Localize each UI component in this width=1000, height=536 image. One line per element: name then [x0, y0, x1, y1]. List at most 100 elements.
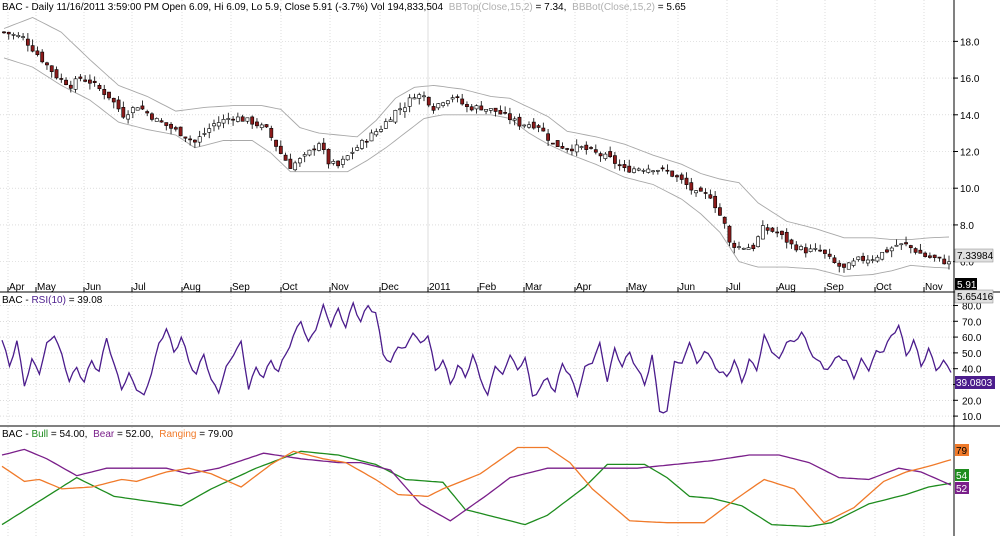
candle-body — [54, 69, 59, 79]
candle-body — [197, 136, 202, 143]
candle-body — [646, 168, 651, 173]
candle-body — [173, 127, 178, 130]
candle-body — [942, 258, 947, 265]
candle-body — [83, 79, 88, 82]
bear-badge-text: 52 — [956, 484, 968, 495]
candle-body — [78, 76, 83, 79]
candle-body — [751, 244, 756, 249]
candle-body — [627, 165, 632, 173]
candle-body — [655, 170, 660, 172]
candle-body — [885, 249, 889, 253]
candle-body — [565, 148, 570, 150]
x-tick-label: Jul — [133, 282, 146, 293]
candle-body — [904, 242, 908, 245]
candle-body — [374, 131, 379, 136]
price-y-tick-label: 12.0 — [960, 148, 980, 159]
candle-body — [436, 103, 441, 109]
candle-body — [412, 97, 417, 100]
candle-body — [45, 62, 49, 66]
candle-body — [92, 80, 97, 83]
bull-value: = 54.00, — [51, 429, 87, 440]
x-tick-label: Jun — [85, 282, 101, 293]
regime-header-prefix: BAC - — [2, 429, 31, 440]
candle-body — [293, 162, 298, 171]
x-tick-label: Sep — [826, 282, 844, 293]
candle-body — [923, 252, 928, 257]
x-tick-label: Oct — [876, 282, 892, 293]
candle-body — [741, 247, 746, 250]
close-badge-text: 5.91 — [957, 280, 977, 291]
x-tick-label: Jul — [728, 282, 741, 293]
candle-body — [140, 105, 145, 110]
candle-body — [484, 109, 488, 112]
candle-body — [321, 142, 326, 151]
rsi-y-tick-label: 70.0 — [962, 317, 982, 328]
rsi-line — [1, 300, 952, 414]
candle-body — [2, 31, 6, 34]
candle-body — [865, 259, 870, 264]
x-tick-label: Feb — [479, 282, 497, 293]
candle-body — [861, 255, 865, 261]
candle-body — [479, 105, 484, 111]
x-tick-label: May — [37, 282, 56, 293]
candle-body — [527, 124, 531, 128]
candle-body — [278, 145, 283, 154]
candle-body — [803, 247, 808, 254]
candle-body — [823, 249, 827, 254]
candle-body — [102, 89, 107, 95]
candle-body — [498, 110, 503, 115]
candle-body — [398, 108, 403, 111]
candle-body — [388, 119, 393, 122]
candle-body — [746, 247, 751, 250]
rsi-y-tick-label: 60.0 — [962, 333, 982, 344]
candle-body — [908, 245, 913, 249]
x-tick-label: Aug — [183, 282, 201, 293]
candle-body — [928, 255, 932, 258]
price-panel-header: BAC - Daily 11/16/2011 3:59:00 PM Open 6… — [2, 2, 686, 13]
candle-body — [718, 207, 722, 216]
candle-body — [947, 261, 951, 265]
candle-body — [694, 190, 698, 194]
candle-body — [636, 168, 641, 171]
regime-panel-header: BAC - Bull = 54.00, Bear = 52.00, Rangin… — [2, 429, 233, 440]
candle-body — [417, 94, 422, 99]
bear-value: = 52.00, — [117, 429, 153, 440]
candle-body — [813, 248, 818, 250]
candle-body — [727, 225, 732, 243]
candle-body — [846, 262, 851, 270]
bull-badge: 54 — [955, 469, 969, 482]
candle-body — [531, 121, 536, 129]
candle-body — [584, 144, 589, 150]
candle-body — [154, 118, 159, 122]
candle-body — [913, 248, 918, 253]
candle-body — [541, 127, 546, 132]
candle-body — [856, 256, 861, 260]
candle-body — [932, 254, 937, 258]
candle-body — [283, 154, 288, 161]
candle-body — [150, 113, 154, 120]
candle-body — [369, 132, 374, 142]
candle-body — [851, 260, 856, 266]
candle-body — [188, 138, 193, 141]
candle-body — [760, 225, 765, 240]
candle-body — [503, 112, 508, 114]
rsi-series-line — [1, 300, 952, 414]
candle-body — [899, 243, 904, 246]
x-tick-label: Apr — [576, 282, 592, 293]
rsi-panel-header: BAC - RSI(10) = 39.08 — [2, 295, 103, 306]
candle-body — [221, 119, 226, 124]
candle-body — [88, 79, 92, 84]
price-y-tick-label: 8.0 — [960, 221, 974, 232]
price-y-tick-label: 14.0 — [960, 111, 980, 122]
candle-body — [307, 149, 312, 156]
bbbot-value: = 5.65 — [658, 2, 687, 13]
rsi-header-value: = 39.08 — [69, 295, 103, 306]
candle-body — [422, 95, 426, 98]
candle-body — [6, 31, 11, 35]
price-panel-background — [0, 0, 1000, 292]
candle-body — [579, 146, 584, 148]
candle-body — [617, 164, 622, 167]
bollinger-bands — [3, 17, 950, 277]
candle-body — [383, 121, 388, 129]
